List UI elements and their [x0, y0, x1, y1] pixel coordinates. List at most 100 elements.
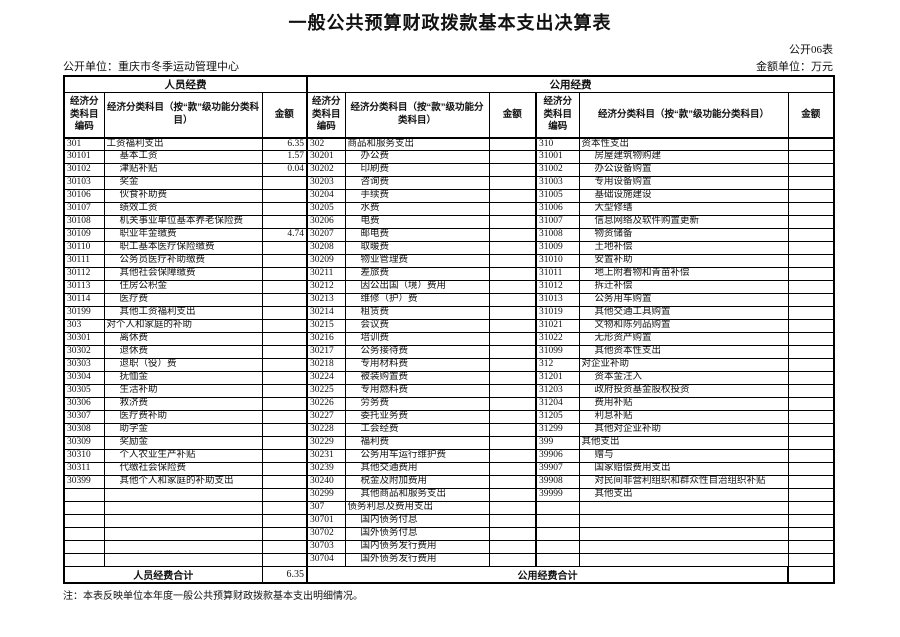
amount-unit: 金额单位：万元: [756, 61, 833, 73]
cell-name: 代缴社会保险费: [103, 462, 263, 476]
cell-name: 电费: [344, 215, 490, 229]
cell-amount: [787, 423, 835, 437]
publishing-unit: 公开单位：重庆市冬季运动管理中心: [63, 61, 239, 73]
cell-name: 工会经费: [344, 423, 490, 437]
cell-name: 手续费: [344, 189, 490, 203]
cell-code: [535, 540, 580, 554]
cell-code: 30305: [63, 384, 105, 398]
cell-code: 31022: [535, 332, 580, 346]
section-public-header: 公用经费: [306, 75, 835, 93]
cell-code: 30211: [306, 267, 346, 281]
cell-code: 307: [306, 501, 346, 515]
cell-code: 31012: [535, 280, 580, 294]
cell-code: 31201: [535, 371, 580, 385]
cell-name: 其他个人和家庭的补助支出: [103, 475, 263, 489]
cell-name: 无形资产购置: [578, 332, 789, 346]
cell-code: 30206: [306, 215, 346, 229]
table-row: 30305 生活补助 30225 专用燃料费 31203 政府投资基金股权投资: [63, 384, 835, 398]
cell-amount: [488, 241, 537, 255]
cell-name: 机关事业单位基本养老保险费: [103, 215, 263, 229]
col-header-code-public2: 经济分类科目编码: [535, 92, 580, 139]
cell-amount: [488, 514, 537, 528]
totals-row: 人员经费合计 6.35 公用经费合计: [63, 566, 835, 584]
cell-amount: [261, 358, 308, 372]
cell-code: 30212: [306, 280, 346, 294]
table-row: 303 对个人和家庭的补助 30215 会议费 31021 文物和陈列品购置: [63, 319, 835, 333]
cell-code: 30701: [306, 514, 346, 528]
cell-amount: [261, 332, 308, 346]
cell-code: 30224: [306, 371, 346, 385]
col-header-code-personnel: 经济分类科目编码: [63, 92, 105, 139]
cell-amount: [261, 553, 308, 567]
cell-code: 30303: [63, 358, 105, 372]
cell-name: 大型修缮: [578, 202, 789, 216]
cell-code: 30309: [63, 436, 105, 450]
cell-name: 维修（护）费: [344, 293, 490, 307]
table-row: 30113 住房公积金 30212 因公出国（境）费用 31012 拆迁补偿: [63, 280, 835, 294]
cell-name: 国家赔偿费用支出: [578, 462, 789, 476]
cell-amount: [488, 228, 537, 242]
cell-amount: [261, 189, 308, 203]
cell-name: 专用设备购置: [578, 176, 789, 190]
cell-name: 津贴补贴: [103, 163, 263, 177]
cell-amount: 0.04: [261, 163, 308, 177]
cell-name: 生活补助: [103, 384, 263, 398]
cell-code: 30307: [63, 410, 105, 424]
cell-name: 公务用车运行维护费: [344, 449, 490, 463]
cell-code: 30216: [306, 332, 346, 346]
table-row: 30110 职工基本医疗保险缴费 30208 取暖费 31009 土地补偿: [63, 241, 835, 255]
cell-code: 30202: [306, 163, 346, 177]
cell-name: 安置补助: [578, 254, 789, 268]
cell-amount: [261, 293, 308, 307]
cell-amount: [787, 475, 835, 489]
cell-amount: [261, 527, 308, 541]
table-number: 公开06表: [789, 44, 833, 56]
public-total-amount: [787, 566, 835, 584]
table-row: 30299 其他商品和服务支出 39999 其他支出: [63, 488, 835, 502]
cell-amount: [261, 176, 308, 190]
cell-amount: [488, 423, 537, 437]
cell-amount: [488, 384, 537, 398]
cell-name: 救济费: [103, 397, 263, 411]
cell-code: 31204: [535, 397, 580, 411]
cell-code: 312: [535, 358, 580, 372]
cell-name: 办公费: [344, 150, 490, 164]
cell-name: 物资储备: [578, 228, 789, 242]
cell-code: 30229: [306, 436, 346, 450]
cell-code: 30101: [63, 150, 105, 164]
cell-name: [103, 540, 263, 554]
cell-amount: [787, 293, 835, 307]
cell-code: 30218: [306, 358, 346, 372]
cell-code: [535, 527, 580, 541]
cell-code: 31021: [535, 319, 580, 333]
cell-name: 邮电费: [344, 228, 490, 242]
page-title: 一般公共预算财政拨款基本支出决算表: [288, 13, 612, 33]
cell-code: 30204: [306, 189, 346, 203]
cell-code: 30304: [63, 371, 105, 385]
table-row: 30701 国内债务付息: [63, 514, 835, 528]
cell-code: 31006: [535, 202, 580, 216]
cell-code: 31007: [535, 215, 580, 229]
cell-amount: [261, 436, 308, 450]
cell-amount: [488, 189, 537, 203]
table-row: 30704 国外债务发行费用: [63, 553, 835, 567]
cell-name: 土地补偿: [578, 241, 789, 255]
table-row: 30114 医疗费 30213 维修（护）费 31013 公务用车购置: [63, 293, 835, 307]
cell-amount: [261, 319, 308, 333]
table-row: 30702 国外债务付息: [63, 527, 835, 541]
col-header-amount-public2: 金额: [787, 92, 835, 139]
table-row: 30310 个人农业生产补贴 30231 公务用车运行维护费 39906 赠与: [63, 449, 835, 463]
cell-code: 39999: [535, 488, 580, 502]
cell-name: 对个人和家庭的补助: [103, 319, 263, 333]
cell-name: 其他交通费用: [344, 462, 490, 476]
cell-amount: [787, 371, 835, 385]
cell-name: [103, 527, 263, 541]
cell-amount: [261, 449, 308, 463]
cell-amount: [261, 410, 308, 424]
cell-amount: [488, 332, 537, 346]
cell-amount: [488, 280, 537, 294]
cell-code: 30109: [63, 228, 105, 242]
cell-amount: [787, 449, 835, 463]
cell-code: 30215: [306, 319, 346, 333]
cell-code: 30114: [63, 293, 105, 307]
